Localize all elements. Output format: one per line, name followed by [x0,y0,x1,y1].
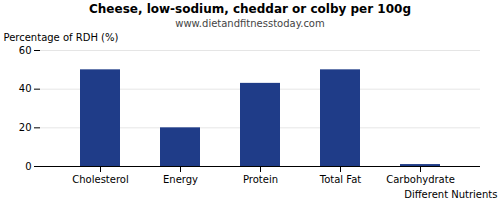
svg-text:Carbohydrate: Carbohydrate [386,174,455,185]
svg-text:20: 20 [19,122,32,133]
svg-text:Protein: Protein [243,174,278,185]
svg-text:Different Nutrients: Different Nutrients [404,189,497,200]
svg-text:60: 60 [19,45,32,56]
svg-text:40: 40 [19,83,32,94]
svg-text:Total Fat: Total Fat [319,174,361,185]
svg-text:0: 0 [25,161,31,172]
svg-text:Percentage of RDH (%): Percentage of RDH (%) [4,32,119,43]
svg-text:Cholesterol: Cholesterol [72,174,128,185]
html-text:Cheese, low-sodium, cheddar or: Cheese, low-sodium, cheddar or colby per… [89,2,411,16]
html-text:www.dietandfitnesstoday.com: www.dietandfitnesstoday.com [175,18,325,29]
svg-text:Energy: Energy [163,174,198,185]
